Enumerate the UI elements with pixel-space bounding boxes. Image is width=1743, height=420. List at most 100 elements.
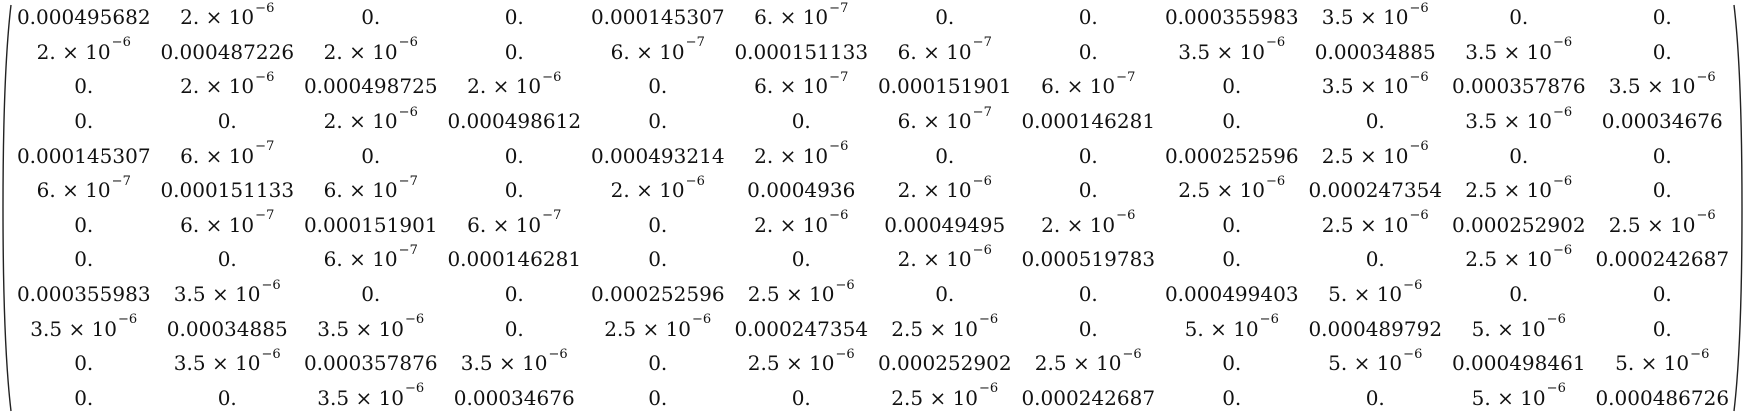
- matrix-cell: 3.5 × 10 −6: [1178, 35, 1286, 64]
- matrix-cell: 6. × 10 −7: [754, 0, 849, 30]
- matrix-cell: 6. × 10 −7: [467, 208, 562, 237]
- matrix-cell: 3.5 × 10 −6: [1465, 35, 1573, 64]
- matrix-cell: 0.000493214: [590, 143, 725, 168]
- matrix-cell: 0.: [1365, 385, 1385, 410]
- matrix-grid: 0.000495682 2. × 10 −6 0. 0. 0.000145307 6. × …: [12, 0, 1734, 416]
- matrix-cell: 3.5 × 10 −6: [317, 381, 425, 410]
- matrix-cell: 0.000252902: [1451, 212, 1586, 237]
- matrix-cell: 2. × 10 −6: [897, 242, 992, 272]
- matrix-cell: 2.5 × 10 −6: [1178, 173, 1286, 203]
- matrix-cell: 0.000519783: [1021, 247, 1156, 272]
- matrix-cell: 2. × 10 −6: [610, 173, 705, 203]
- matrix-cell: 2. × 10 −6: [754, 139, 849, 168]
- matrix-cell: 6. × 10 −7: [610, 35, 705, 64]
- matrix-cell: 0.000495682: [16, 5, 151, 30]
- matrix-cell: 0.: [1078, 143, 1098, 168]
- matrix-cell: 0.000357876: [303, 351, 438, 376]
- matrix-cell: 3.5 × 10 −6: [317, 312, 425, 341]
- matrix-cell: 0.: [935, 5, 955, 30]
- matrix-cell: 0.: [74, 212, 94, 237]
- matrix-cell: 0.: [791, 109, 811, 134]
- matrix-cell: 0.: [935, 143, 955, 168]
- matrix-cell: 2. × 10 −6: [1041, 208, 1136, 237]
- matrix-cell: 3.5 × 10 −6: [30, 312, 138, 341]
- matrix-cell: 0.: [361, 143, 381, 168]
- matrix-cell: 2.5 × 10 −6: [1321, 139, 1429, 168]
- matrix-cell: 5. × 10 −6: [1471, 312, 1566, 341]
- matrix-cell: 0.: [504, 5, 524, 30]
- matrix-cell: 0.: [1509, 5, 1529, 30]
- matrix-cell: 6. × 10 −7: [754, 69, 849, 99]
- matrix-cell: 0.000146281: [447, 247, 582, 272]
- matrix-cell: 2.5 × 10 −6: [604, 312, 712, 341]
- matrix-cell: 0.00034676: [453, 385, 575, 410]
- matrix-cell: 0.00034885: [1314, 39, 1436, 64]
- matrix-cell: 0.: [648, 74, 668, 99]
- matrix-cell: 3.5 × 10 −6: [1321, 69, 1429, 99]
- matrix-cell: 0.: [1652, 5, 1672, 30]
- matrix-cell: 0.: [361, 5, 381, 30]
- matrix-cell: 0.: [1652, 143, 1672, 168]
- matrix-cell: 0.000499403: [1164, 282, 1299, 307]
- matrix-cell: 0.0004936: [747, 178, 856, 203]
- matrix-cell: 0.: [1222, 385, 1242, 410]
- matrix-cell: 2.5 × 10 −6: [747, 346, 855, 376]
- matrix-cell: 0.: [1509, 143, 1529, 168]
- matrix-cell: 0.: [1652, 39, 1672, 64]
- matrix-cell: 2.5 × 10 −6: [1321, 208, 1429, 237]
- matrix-cell: 0.000247354: [734, 316, 869, 341]
- matrix-cell: 0.: [1652, 316, 1672, 341]
- matrix-cell: 0.: [648, 351, 668, 376]
- matrix-cell: 0.: [1509, 282, 1529, 307]
- matrix-cell: 0.00034676: [1601, 109, 1723, 134]
- matrix-cell: 5. × 10 −6: [1471, 381, 1566, 410]
- matrix-cell: 0.: [648, 385, 668, 410]
- matrix-cell: 5. × 10 −6: [1615, 346, 1710, 376]
- matrix-cell: 0.: [504, 316, 524, 341]
- matrix-cell: 6. × 10 −7: [897, 104, 992, 134]
- matrix-cell: 0.: [1365, 109, 1385, 134]
- matrix-cell: 2. × 10 −6: [180, 0, 275, 30]
- matrix-cell: 2. × 10 −6: [323, 104, 418, 134]
- matrix-cell: 0.000145307: [16, 143, 151, 168]
- matrix-cell: 6. × 10 −7: [323, 242, 418, 272]
- matrix-cell: 6. × 10 −7: [1041, 69, 1136, 99]
- matrix-cell: 0.: [504, 39, 524, 64]
- matrix-cell: 2. × 10 −6: [323, 35, 418, 64]
- matrix-cell: 0.: [504, 178, 524, 203]
- matrix-cell: 2.5 × 10 −6: [1465, 242, 1573, 272]
- matrix-cell: 0.000252902: [877, 351, 1012, 376]
- matrix-cell: 0.: [791, 385, 811, 410]
- matrix-cell: 0.000151901: [877, 74, 1012, 99]
- matrix-cell: 6. × 10 −7: [180, 208, 275, 237]
- matrix-cell: 0.: [1652, 178, 1672, 203]
- matrix-cell: 0.: [1222, 109, 1242, 134]
- matrix-cell: 5. × 10 −6: [1328, 277, 1423, 307]
- matrix-cell: 0.: [74, 385, 94, 410]
- matrix-cell: 0.000151133: [734, 39, 869, 64]
- matrix-cell: 0.000242687: [1021, 385, 1156, 410]
- matrix-cell: 0.000498461: [1451, 351, 1586, 376]
- matrix-cell: 0.000355983: [16, 282, 151, 307]
- matrix-cell: 0.: [74, 247, 94, 272]
- matrix-cell: 0.: [74, 109, 94, 134]
- matrix-cell: 0.: [648, 109, 668, 134]
- matrix-cell: 0.000247354: [1308, 178, 1443, 203]
- matrix-cell: 0.: [1078, 316, 1098, 341]
- matrix-cell: 3.5 × 10 −6: [1465, 104, 1573, 134]
- matrix-cell: 0.000252596: [1164, 143, 1299, 168]
- matrix-cell: 2. × 10 −6: [36, 35, 131, 64]
- matrix-cell: 0.000355983: [1164, 5, 1299, 30]
- matrix-cell: 2. × 10 −6: [897, 173, 992, 203]
- left-parenthesis: [2, 4, 12, 412]
- matrix-cell: 6. × 10 −7: [180, 139, 275, 168]
- matrix-cell: 2. × 10 −6: [754, 208, 849, 237]
- matrix-cell: 2. × 10 −6: [180, 69, 275, 99]
- right-parenthesis: [1733, 4, 1743, 412]
- matrix-cell: 3.5 × 10 −6: [173, 346, 281, 376]
- matrix-cell: 6. × 10 −7: [897, 35, 992, 64]
- matrix-cell: 0.: [1078, 282, 1098, 307]
- matrix-cell: 0.000486726: [1595, 385, 1730, 410]
- matrix-cell: 0.: [648, 212, 668, 237]
- matrix-cell: 0.00049495: [884, 212, 1006, 237]
